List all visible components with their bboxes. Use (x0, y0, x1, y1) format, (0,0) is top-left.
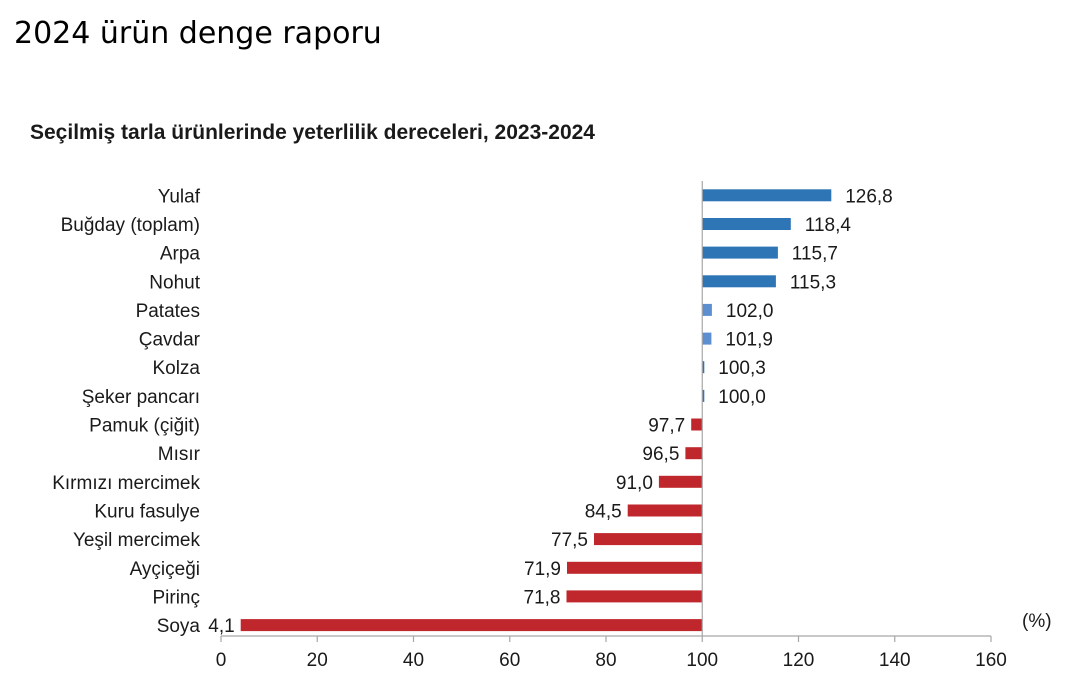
bar (566, 590, 703, 603)
bar (658, 475, 703, 488)
x-tick-label: 100 (686, 650, 718, 671)
category-label: Mısır (158, 444, 201, 465)
x-tick-label: 120 (783, 650, 815, 671)
category-label: Şeker pancarı (82, 387, 200, 408)
chart-title: Seçilmiş tarla ürünlerinde yeterlilik de… (30, 121, 595, 144)
unit-label: (%) (1022, 611, 1052, 632)
x-tick-label: 0 (216, 650, 227, 671)
bar (240, 619, 703, 632)
value-label: 126,8 (845, 186, 893, 207)
category-label: Ayçiçeği (130, 559, 200, 580)
value-label: 71,9 (524, 559, 561, 580)
bar (702, 275, 776, 288)
bar (702, 189, 832, 202)
category-label: Pamuk (çiğit) (89, 416, 200, 437)
bars-layer (240, 189, 832, 632)
bar (702, 332, 712, 345)
value-label: 100,0 (718, 387, 766, 408)
value-label: 96,5 (642, 444, 679, 465)
x-tick-label: 20 (307, 650, 328, 671)
value-label: 4,1 (208, 616, 234, 637)
x-tick-label: 60 (499, 650, 520, 671)
category-label: Soya (157, 616, 201, 637)
value-label: 84,5 (585, 501, 622, 522)
bar (702, 303, 712, 316)
category-label: Yeşil mercimek (73, 530, 201, 551)
bar (567, 561, 703, 574)
value-label: 77,5 (551, 530, 588, 551)
value-label: 115,3 (790, 272, 836, 293)
bar (691, 418, 703, 431)
bar (594, 533, 703, 546)
value-label: 102,0 (726, 301, 774, 322)
value-label: 100,3 (718, 358, 766, 379)
value-label: 71,8 (524, 587, 561, 608)
category-label: Çavdar (139, 330, 201, 351)
x-tick-label: 80 (595, 650, 616, 671)
x-tick-label: 140 (879, 650, 911, 671)
category-label: Pirinç (152, 587, 200, 608)
page-title: 2024 ürün denge raporu (14, 16, 382, 51)
category-label: Buğday (toplam) (61, 215, 200, 236)
value-label: 101,9 (725, 330, 773, 351)
category-label: Yulaf (158, 186, 201, 207)
value-label: 91,0 (616, 473, 653, 494)
bar (702, 389, 705, 402)
value-label: 97,7 (648, 416, 685, 437)
x-tick-label: 40 (403, 650, 424, 671)
value-label: 118,4 (805, 215, 852, 236)
labels-layer: Yulaf 126,8 Buğday (toplam) 118,4 Arpa 115,7 N… (52, 186, 893, 637)
bar (627, 504, 703, 517)
category-label: Kolza (152, 358, 200, 379)
x-tick-label: 160 (975, 650, 1007, 671)
category-label: Arpa (160, 244, 201, 265)
bar (685, 447, 703, 460)
bar (702, 246, 778, 259)
category-label: Patates (136, 301, 200, 322)
category-label: Kuru fasulye (94, 501, 200, 522)
bar (702, 361, 705, 374)
category-label: Nohut (149, 272, 200, 293)
value-label: 115,7 (792, 244, 838, 265)
bar (702, 218, 791, 230)
x-axis: 0 20 40 60 80 100 120 140 160 (216, 181, 1007, 671)
category-label: Kırmızı mercimek (52, 473, 200, 494)
